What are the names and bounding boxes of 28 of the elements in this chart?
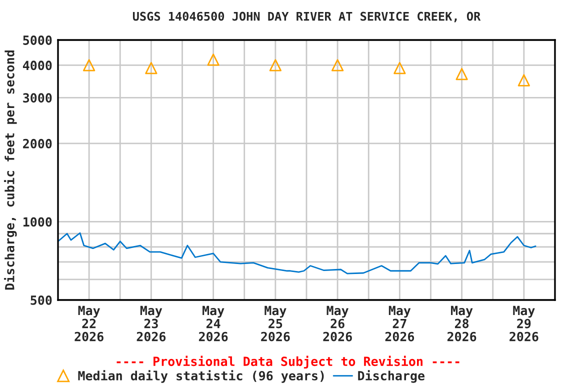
line-series	[58, 232, 536, 274]
x-tick-label: May 22 2026	[74, 306, 104, 342]
y-tick-label: 5000	[23, 35, 52, 45]
chart-title: USGS 14046500 JOHN DAY RIVER AT SERVICE CREEK, OR	[132, 12, 481, 22]
y-tick-label: 1000	[23, 217, 52, 227]
x-tick-label: May 24 2026	[198, 306, 228, 342]
x-tick-label: May 23 2026	[136, 306, 166, 342]
x-tick-label: May 29 2026	[510, 306, 538, 342]
text: ---- Provisional Data Subject to Revision ----	[116, 356, 460, 368]
point	[331, 59, 344, 72]
legend-label: Median daily statistic (96 years)	[78, 370, 324, 383]
x-tick-label: May 28 2026	[447, 306, 476, 342]
y-tick-label: 500	[30, 295, 52, 305]
x-tick-label: May 26 2026	[323, 306, 352, 342]
x-tick-label: May 27 2026	[385, 306, 414, 342]
legend-label: Discharge	[358, 370, 425, 383]
point	[456, 68, 468, 80]
point	[518, 74, 530, 86]
point	[394, 62, 406, 74]
y-tick-label: 3000	[23, 93, 52, 103]
y-tick-label: 2000	[23, 138, 52, 148]
point	[82, 59, 96, 72]
point	[207, 54, 220, 66]
y-axis-title: Discharge, cubic feet per second	[4, 50, 17, 290]
point	[269, 59, 282, 72]
x-tick-label: May 25 2026	[261, 306, 290, 342]
point	[145, 62, 158, 74]
y-tick-label: 4000	[22, 60, 52, 70]
